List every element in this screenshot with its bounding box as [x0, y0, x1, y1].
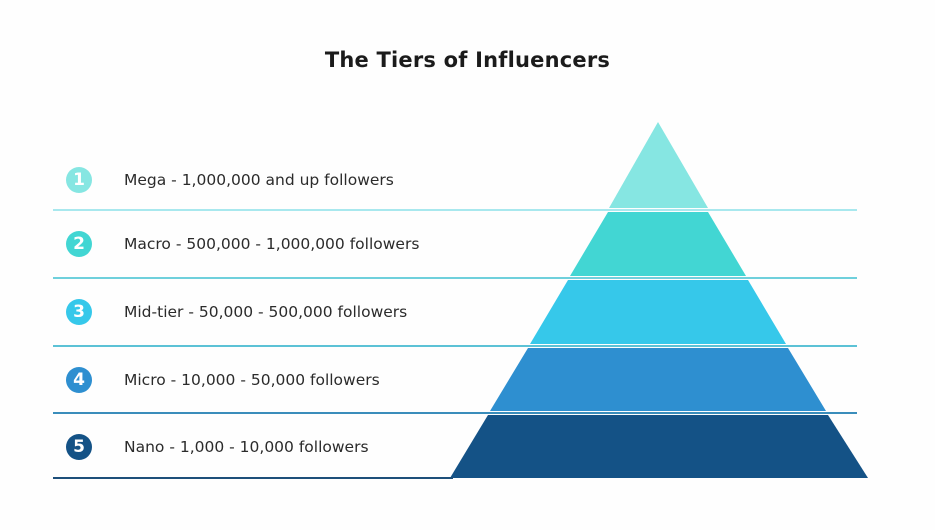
tier-row-micro: 4 Micro - 10,000 - 50,000 followers	[66, 365, 380, 395]
pyramid-tier-2	[570, 212, 746, 276]
tier-label: Mega - 1,000,000 and up followers	[124, 171, 394, 189]
divider-1	[53, 209, 857, 211]
divider-5	[53, 477, 453, 479]
number-4-icon: 4	[66, 367, 92, 393]
tier-row-mid-tier: 3 Mid-tier - 50,000 - 500,000 followers	[66, 297, 407, 327]
number-2-icon: 2	[66, 231, 92, 257]
tier-label: Macro - 500,000 - 1,000,000 followers	[124, 235, 420, 253]
tier-row-nano: 5 Nano - 1,000 - 10,000 followers	[66, 432, 369, 462]
number-3-icon: 3	[66, 299, 92, 325]
divider-4	[53, 412, 857, 414]
tier-row-macro: 2 Macro - 500,000 - 1,000,000 followers	[66, 229, 419, 259]
pyramid-tier-1	[609, 122, 708, 208]
diagram-title: The Tiers of Influencers	[324, 48, 611, 72]
divider-2	[53, 277, 857, 279]
number-5-icon: 5	[66, 434, 92, 460]
pyramid-tier-4	[490, 348, 826, 411]
tier-label: Nano - 1,000 - 10,000 followers	[124, 438, 369, 456]
pyramid-tier-5	[450, 415, 868, 478]
tier-label: Mid-tier - 50,000 - 500,000 followers	[124, 303, 408, 321]
number-1-icon: 1	[66, 167, 92, 193]
pyramid-tier-3	[530, 280, 786, 344]
tier-label: Micro - 10,000 - 50,000 followers	[124, 371, 380, 389]
tier-row-mega: 1 Mega - 1,000,000 and up followers	[66, 165, 394, 195]
divider-3	[53, 345, 857, 347]
